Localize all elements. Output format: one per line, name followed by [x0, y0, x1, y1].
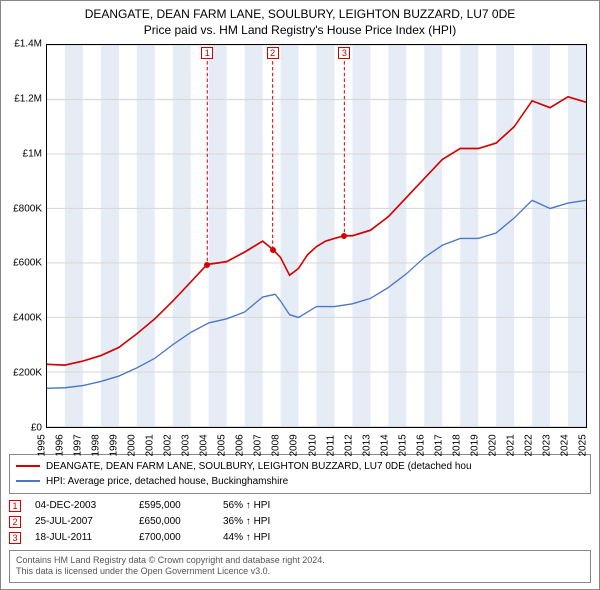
footer-line-2: This data is licensed under the Open Gov…	[16, 566, 584, 578]
sale-row-3: 3 18-JUL-2011 £700,000 44% ↑ HPI	[9, 530, 591, 546]
chart-area: £0£200K£400K£600K£800K£1M£1.2M£1.4M 123 …	[1, 44, 591, 447]
attribution-footer: Contains HM Land Registry data © Crown c…	[9, 550, 591, 583]
y-tick-label: £200K	[13, 367, 42, 378]
x-tick-label: 2002	[163, 434, 174, 456]
legend-row-0: DEANGATE, DEAN FARM LANE, SOULBURY, LEIG…	[16, 459, 584, 474]
sale-date: 18-JUL-2011	[35, 532, 125, 543]
x-tick-label: 2022	[523, 434, 534, 456]
x-tick-label: 2013	[361, 434, 372, 456]
title-line-2: Price paid vs. HM Land Registry's House …	[5, 23, 595, 39]
sale-price: £650,000	[139, 516, 209, 527]
x-tick-label: 1996	[55, 434, 66, 456]
x-tick-label: 2000	[127, 434, 138, 456]
x-tick-label: 2001	[145, 434, 156, 456]
x-tick-label: 1998	[91, 434, 102, 456]
legend-label: DEANGATE, DEAN FARM LANE, SOULBURY, LEIG…	[46, 459, 472, 474]
sale-row-2: 2 25-JUL-2007 £650,000 36% ↑ HPI	[9, 514, 591, 530]
series-property	[47, 97, 586, 365]
legend-swatch	[16, 465, 40, 467]
x-tick-label: 2009	[289, 434, 300, 456]
y-tick-label: £1.4M	[14, 39, 42, 50]
y-tick-label: £1.2M	[14, 93, 42, 104]
sale-dot-3	[341, 233, 347, 239]
legend: DEANGATE, DEAN FARM LANE, SOULBURY, LEIG…	[9, 454, 591, 494]
sale-price: £595,000	[139, 500, 209, 511]
chart-container: DEANGATE, DEAN FARM LANE, SOULBURY, LEIG…	[0, 0, 600, 590]
sale-pct: 44% ↑ HPI	[223, 532, 313, 543]
sale-dot-2	[270, 247, 276, 253]
x-tick-label: 2006	[235, 434, 246, 456]
sale-row-marker: 3	[9, 532, 21, 544]
y-tick-label: £0	[31, 422, 42, 433]
sale-row-1: 1 04-DEC-2003 £595,000 56% ↑ HPI	[9, 498, 591, 514]
series-lines	[47, 45, 586, 426]
x-tick-label: 2008	[271, 434, 282, 456]
y-tick-label: £600K	[13, 258, 42, 269]
sale-pct: 36% ↑ HPI	[223, 516, 313, 527]
y-tick-label: £1M	[23, 148, 42, 159]
sale-date: 25-JUL-2007	[35, 516, 125, 527]
y-tick-label: £400K	[13, 313, 42, 324]
x-axis: 1995199619971998199920002001200220032004…	[46, 428, 587, 448]
sale-row-marker: 1	[9, 500, 21, 512]
x-tick-label: 2025	[578, 434, 589, 456]
x-tick-label: 2021	[505, 434, 516, 456]
x-tick-label: 1995	[37, 434, 48, 456]
x-tick-label: 2011	[325, 435, 336, 457]
sale-date: 04-DEC-2003	[35, 500, 125, 511]
sale-pct: 56% ↑ HPI	[223, 500, 313, 511]
footer-line-1: Contains HM Land Registry data © Crown c…	[16, 555, 584, 567]
x-tick-label: 2017	[433, 434, 444, 456]
x-tick-label: 2010	[307, 434, 318, 456]
sale-price: £700,000	[139, 532, 209, 543]
x-tick-label: 2018	[451, 434, 462, 456]
x-tick-label: 2023	[541, 434, 552, 456]
x-tick-label: 2014	[379, 434, 390, 456]
legend-row-1: HPI: Average price, detached house, Buck…	[16, 474, 584, 489]
x-tick-label: 2004	[199, 434, 210, 456]
x-tick-label: 1997	[73, 434, 84, 456]
x-tick-label: 2024	[559, 434, 570, 456]
sale-marker-3: 3	[338, 47, 350, 59]
x-tick-label: 2019	[469, 434, 480, 456]
title-line-1: DEANGATE, DEAN FARM LANE, SOULBURY, LEIG…	[5, 7, 595, 23]
plot-region: 1 2 3	[46, 44, 587, 427]
sale-dot-1	[204, 262, 210, 268]
sale-row-marker: 2	[9, 516, 21, 528]
x-tick-label: 2015	[397, 434, 408, 456]
y-axis: £0£200K£400K£600K£800K£1M£1.2M£1.4M	[1, 44, 46, 427]
sale-marker-1: 1	[201, 47, 213, 59]
sales-table: 1 04-DEC-2003 £595,000 56% ↑ HPI 2 25-JUL-200…	[9, 498, 591, 546]
title-area: DEANGATE, DEAN FARM LANE, SOULBURY, LEIG…	[1, 1, 599, 40]
x-tick-label: 2020	[487, 434, 498, 456]
y-tick-label: £800K	[13, 203, 42, 214]
series-hpi	[47, 200, 586, 388]
x-tick-label: 1999	[109, 434, 120, 456]
x-tick-label: 2003	[181, 434, 192, 456]
legend-swatch	[16, 480, 40, 482]
x-tick-label: 2016	[415, 434, 426, 456]
x-tick-label: 2012	[343, 434, 354, 456]
sale-marker-2: 2	[267, 47, 279, 59]
x-tick-label: 2007	[253, 434, 264, 456]
x-tick-label: 2005	[217, 434, 228, 456]
legend-label: HPI: Average price, detached house, Buck…	[46, 474, 288, 489]
